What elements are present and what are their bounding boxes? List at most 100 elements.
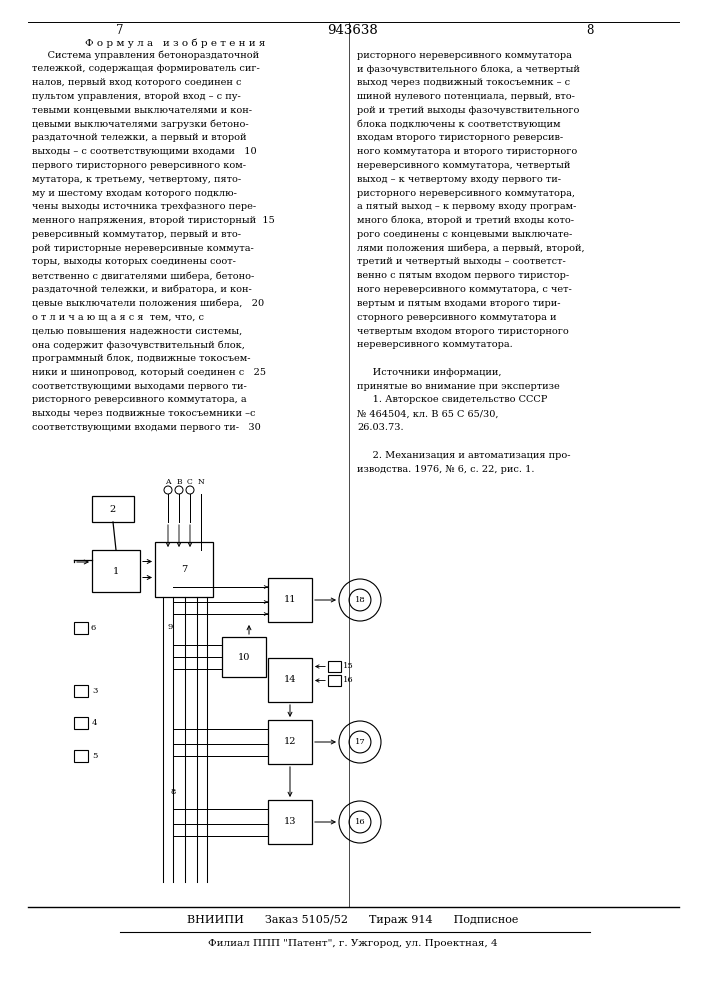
Text: торы, выходы которых соединены соот-: торы, выходы которых соединены соот- <box>32 257 236 266</box>
Text: вертым и пятым входами второго тири-: вертым и пятым входами второго тири- <box>357 299 561 308</box>
Text: цевыми выключателями загрузки бетоно-: цевыми выключателями загрузки бетоно- <box>32 119 249 129</box>
Text: ВНИИПИ      Заказ 5105/52      Тираж 914      Подписное: ВНИИПИ Заказ 5105/52 Тираж 914 Подписное <box>187 915 519 925</box>
Bar <box>268 578 312 622</box>
Text: N: N <box>198 478 204 486</box>
Text: 1. Авторское свидетельство СССР: 1. Авторское свидетельство СССР <box>357 395 547 404</box>
Text: налов, первый вход которого соединен с: налов, первый вход которого соединен с <box>32 78 242 87</box>
Text: программный блок, подвижные токосъем-: программный блок, подвижные токосъем- <box>32 354 250 363</box>
Text: цевые выключатели положения шибера,   20: цевые выключатели положения шибера, 20 <box>32 299 264 308</box>
Text: Источники информации,: Источники информации, <box>357 368 501 377</box>
Text: ники и шинопровод, который соединен с   25: ники и шинопровод, который соединен с 25 <box>32 368 266 377</box>
Text: 1: 1 <box>113 566 119 576</box>
Text: и фазочувствительного блока, а четвертый: и фазочувствительного блока, а четвертый <box>357 64 580 74</box>
Text: 17: 17 <box>355 738 366 746</box>
Text: 18: 18 <box>355 596 366 604</box>
Bar <box>328 661 341 672</box>
Text: ного нереверсивного коммутатора, с чет-: ного нереверсивного коммутатора, с чет- <box>357 285 572 294</box>
Text: B: B <box>176 478 182 486</box>
Bar <box>268 658 312 702</box>
Text: тевыми концевыми выключателями и кон-: тевыми концевыми выключателями и кон- <box>32 106 252 115</box>
Bar <box>74 717 88 729</box>
Text: рой и третий выходы фазочувствительного: рой и третий выходы фазочувствительного <box>357 106 579 115</box>
Text: реверсивный коммутатор, первый и вто-: реверсивный коммутатор, первый и вто- <box>32 230 241 239</box>
Text: Система управления бетонораздаточной: Система управления бетонораздаточной <box>32 50 259 60</box>
Text: C: C <box>187 478 193 486</box>
Bar <box>328 675 341 686</box>
Text: третий и четвертый выходы – соответст-: третий и четвертый выходы – соответст- <box>357 257 566 266</box>
Text: блока подключены к соответствующим: блока подключены к соответствующим <box>357 119 561 129</box>
Text: 26.03.73.: 26.03.73. <box>357 423 404 432</box>
Text: соответствующими входами первого ти-   30: соответствующими входами первого ти- 30 <box>32 423 261 432</box>
Text: № 464504, кл. В 65 С 65/30,: № 464504, кл. В 65 С 65/30, <box>357 409 498 418</box>
Bar <box>74 622 88 634</box>
Text: раздаточной тележки, а первый и второй: раздаточной тележки, а первый и второй <box>32 133 247 142</box>
Bar <box>74 750 88 762</box>
Text: выходы через подвижные токосъемники –с: выходы через подвижные токосъемники –с <box>32 409 255 418</box>
Text: а пятый выход – к первому входу програм-: а пятый выход – к первому входу програм- <box>357 202 576 211</box>
Text: ристорного нереверсивного коммутатора,: ристорного нереверсивного коммутатора, <box>357 188 575 198</box>
Text: лями положения шибера, а первый, второй,: лями положения шибера, а первый, второй, <box>357 243 585 253</box>
Text: 8: 8 <box>586 24 594 37</box>
Text: 13: 13 <box>284 818 296 826</box>
Text: 16: 16 <box>355 818 366 826</box>
Text: 12: 12 <box>284 738 296 746</box>
Text: нереверсивного коммутатора, четвертый: нереверсивного коммутатора, четвертый <box>357 161 571 170</box>
Text: изводства. 1976, № 6, с. 22, рис. 1.: изводства. 1976, № 6, с. 22, рис. 1. <box>357 464 534 474</box>
Text: рого соединены с концевыми выключате-: рого соединены с концевыми выключате- <box>357 230 572 239</box>
Text: раздаточной тележки, и вибратора, и кон-: раздаточной тележки, и вибратора, и кон- <box>32 285 252 294</box>
Text: о т л и ч а ю щ а я с я  тем, что, с: о т л и ч а ю щ а я с я тем, что, с <box>32 313 204 322</box>
Text: выход через подвижный токосъемник – с: выход через подвижный токосъемник – с <box>357 78 570 87</box>
Text: ного коммутатора и второго тиристорного: ного коммутатора и второго тиристорного <box>357 147 577 156</box>
Text: 9: 9 <box>168 623 173 631</box>
Text: му и шестому входам которого подклю-: му и шестому входам которого подклю- <box>32 188 237 198</box>
Text: принятые во внимание при экспертизе: принятые во внимание при экспертизе <box>357 382 560 391</box>
Bar <box>92 550 140 592</box>
Text: много блока, второй и третий входы кото-: много блока, второй и третий входы кото- <box>357 216 574 225</box>
Text: 7: 7 <box>181 565 187 574</box>
Text: 7: 7 <box>116 24 124 37</box>
Text: целью повышения надежности системы,: целью повышения надежности системы, <box>32 326 243 336</box>
Text: венно с пятым входом первого тиристор-: венно с пятым входом первого тиристор- <box>357 271 569 280</box>
Text: 3: 3 <box>92 687 98 695</box>
Text: выходы – с соответствующими входами   10: выходы – с соответствующими входами 10 <box>32 147 257 156</box>
Text: нереверсивного коммутатора.: нереверсивного коммутатора. <box>357 340 513 349</box>
Text: ветственно с двигателями шибера, бетоно-: ветственно с двигателями шибера, бетоно- <box>32 271 255 281</box>
Text: входам второго тиристорного реверсив-: входам второго тиристорного реверсив- <box>357 133 563 142</box>
Text: тележкой, содержащая формирователь сиг-: тележкой, содержащая формирователь сиг- <box>32 64 259 73</box>
Bar <box>268 720 312 764</box>
Text: 6: 6 <box>91 624 96 632</box>
Bar <box>268 800 312 844</box>
Text: четвертым входом второго тиристорного: четвертым входом второго тиристорного <box>357 326 568 336</box>
Text: 2: 2 <box>110 504 116 514</box>
Text: 10: 10 <box>238 652 250 662</box>
Text: рой тиристорные нереверсивные коммута-: рой тиристорные нереверсивные коммута- <box>32 244 254 253</box>
Text: 943638: 943638 <box>327 24 378 37</box>
Text: ристорного нереверсивного коммутатора: ристорного нереверсивного коммутатора <box>357 50 572 60</box>
Text: 4: 4 <box>92 719 98 727</box>
Text: сторного реверсивного коммутатора и: сторного реверсивного коммутатора и <box>357 313 556 322</box>
Text: шиной нулевого потенциала, первый, вто-: шиной нулевого потенциала, первый, вто- <box>357 92 575 101</box>
Text: выход – к четвертому входу первого ти-: выход – к четвертому входу первого ти- <box>357 175 561 184</box>
Bar <box>74 685 88 697</box>
Text: 14: 14 <box>284 676 296 684</box>
Text: первого тиристорного реверсивного ком-: первого тиристорного реверсивного ком- <box>32 161 246 170</box>
Text: ристорного реверсивного коммутатора, а: ристорного реверсивного коммутатора, а <box>32 395 247 404</box>
Text: Ф о р м у л а   и з о б р е т е н и я: Ф о р м у л а и з о б р е т е н и я <box>85 38 265 48</box>
Text: 15: 15 <box>343 662 354 670</box>
Text: 2. Механизация и автоматизация про-: 2. Механизация и автоматизация про- <box>357 451 571 460</box>
Text: 5: 5 <box>92 752 98 760</box>
Text: A: A <box>165 478 171 486</box>
Text: Филиал ППП "Патент", г. Ужгород, ул. Проектная, 4: Филиал ППП "Патент", г. Ужгород, ул. Про… <box>208 940 498 948</box>
Text: 8: 8 <box>170 788 175 796</box>
Bar <box>155 542 213 597</box>
Text: соответствующими выходами первого ти-: соответствующими выходами первого ти- <box>32 382 247 391</box>
Text: 11: 11 <box>284 595 296 604</box>
Bar <box>222 637 266 677</box>
Text: чены выходы источника трехфазного пере-: чены выходы источника трехфазного пере- <box>32 202 256 211</box>
Text: мутатора, к третьему, четвертому, пято-: мутатора, к третьему, четвертому, пято- <box>32 175 241 184</box>
Text: менного напряжения, второй тиристорный  15: менного напряжения, второй тиристорный 1… <box>32 216 275 225</box>
Text: пультом управления, второй вход – с пу-: пультом управления, второй вход – с пу- <box>32 92 241 101</box>
Text: она содержит фазочувствительный блок,: она содержит фазочувствительный блок, <box>32 340 245 350</box>
Text: 16: 16 <box>343 676 354 684</box>
Bar <box>92 496 134 522</box>
